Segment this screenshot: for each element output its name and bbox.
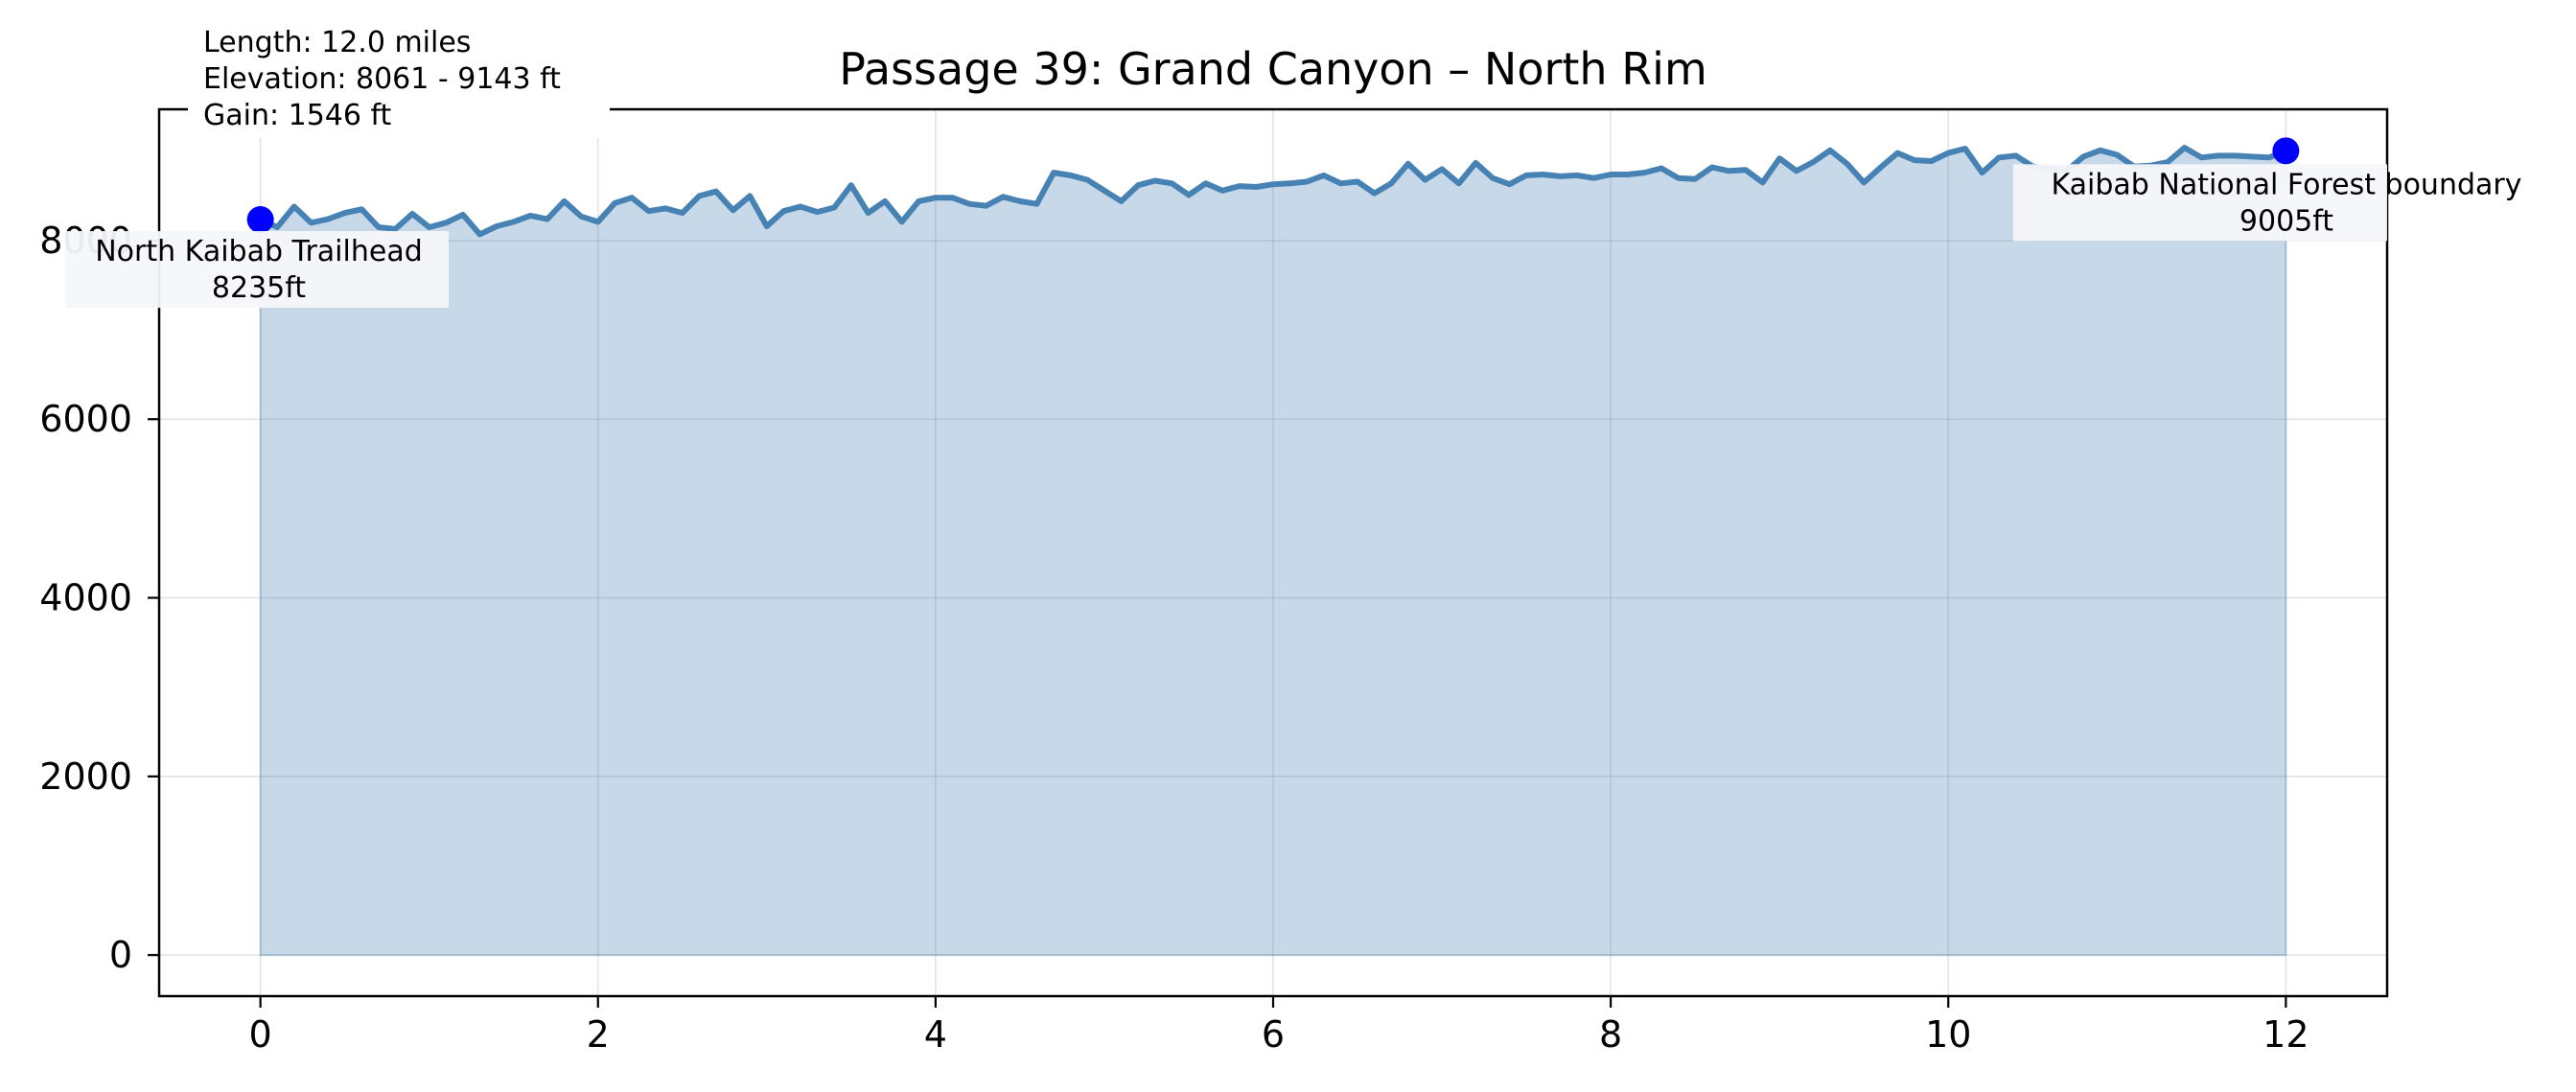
x-tick-label: 2 (587, 1013, 610, 1056)
x-tick-label: 12 (2263, 1013, 2309, 1056)
annotation-background (2013, 164, 2387, 242)
x-tick-label: 10 (1925, 1013, 1971, 1056)
stats-length: Length: 12.0 miles (203, 26, 471, 59)
annotation-label: North Kaibab Trailhead (95, 235, 423, 268)
stats-box: Length: 12.0 miles Elevation: 8061 - 914… (188, 21, 610, 138)
chart-title: Passage 39: Grand Canyon – North Rim (839, 43, 1707, 95)
stats-elevation: Elevation: 8061 - 9143 ft (203, 62, 561, 96)
annotation-background (65, 231, 449, 309)
stats-background (188, 21, 610, 138)
annotation-value: 8235ft (212, 271, 306, 305)
elevation-area-fill (259, 146, 2287, 957)
elevation-line (259, 145, 2287, 238)
waypoint-marker (246, 206, 274, 234)
y-tick-label: 4000 (39, 577, 132, 619)
stats-gain: Gain: 1546 ft (203, 99, 392, 132)
x-tick-label: 0 (249, 1013, 272, 1056)
waypoint-markers (246, 137, 2300, 234)
annotation-label: Kaibab National Forest boundary (2052, 168, 2522, 201)
x-tick-label: 8 (1599, 1013, 1622, 1056)
y-tick-label: 6000 (39, 398, 132, 440)
y-tick-label: 0 (109, 934, 132, 976)
x-tick-label: 4 (924, 1013, 947, 1056)
x-tick-label: 6 (1262, 1013, 1285, 1056)
annotation-value: 9005ft (2239, 204, 2333, 238)
grid-lines (159, 109, 2387, 996)
y-tick-label: 2000 (39, 755, 132, 798)
waypoint-marker (2272, 137, 2300, 165)
